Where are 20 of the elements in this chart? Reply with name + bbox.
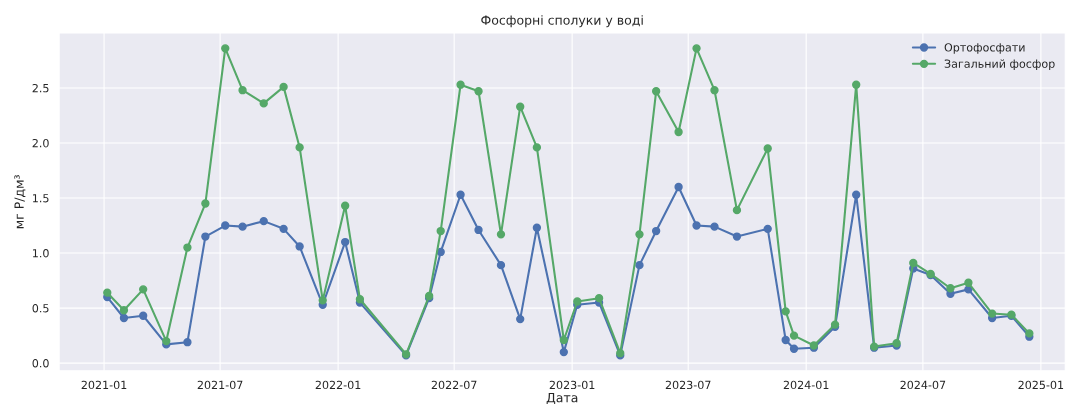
y-tick-label: 0.5 (32, 304, 49, 313)
x-tick-label: 2022-07 (431, 380, 477, 390)
x-tick-label: 2021-07 (197, 380, 243, 390)
y-axis-title: мг P/дм³ (14, 175, 26, 229)
chart-title: Фосфорні сполуки у воді (481, 15, 643, 28)
y-tick-label: 2.0 (32, 138, 49, 148)
x-tick-label: 2025-01 (1018, 380, 1064, 390)
legend-label: Ортофосфати (944, 43, 1025, 54)
y-tick-label: 0.0 (32, 359, 49, 368)
x-tick-label: 2023-01 (549, 380, 595, 390)
x-tick-label: 2022-01 (315, 380, 361, 390)
x-axis-title: Дата (546, 393, 578, 405)
y-tick-label: 1.0 (33, 249, 49, 258)
legend-label: Загальний фосфор (944, 59, 1055, 71)
x-tick-label: 2024-07 (900, 380, 946, 390)
x-tick-label: 2023-07 (665, 380, 711, 390)
x-tick-label: 2021-01 (81, 380, 127, 390)
x-tick-label: 2024-01 (783, 380, 829, 390)
y-tick-label: 2.5 (32, 83, 49, 93)
y-tick-label: 1.5 (33, 194, 49, 203)
